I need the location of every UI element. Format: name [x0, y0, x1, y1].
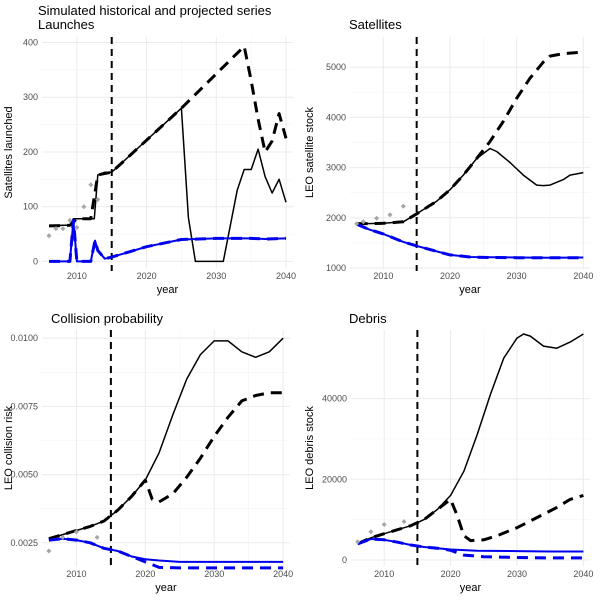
panel-satellites: 2010 2020 2030 2040 1000 2000 3000 4000 5000 Sate…	[304, 17, 593, 296]
series-line-blue-dashed	[48, 537, 284, 570]
x-tick-label: 2040	[276, 271, 296, 281]
y-tick-label: 200	[23, 147, 38, 157]
observed-point	[94, 534, 100, 540]
observed-point	[354, 221, 360, 227]
x-tick-label: 2040	[573, 569, 593, 579]
observed-point	[387, 212, 393, 218]
series-line-black-dashed	[48, 44, 288, 228]
series-line-blue-solid	[48, 537, 284, 563]
y-tick-label: 0.0025	[10, 538, 38, 548]
x-tick-label: 2020	[135, 569, 155, 579]
y-axis-label: LEO satellite stock	[304, 106, 316, 198]
x-tick-label: 2010	[66, 569, 86, 579]
x-tick-label: 2030	[507, 271, 527, 281]
x-tick-label: 2020	[440, 271, 460, 281]
x-tick-label: 2010	[374, 569, 394, 579]
y-tick-label: 300	[23, 92, 38, 102]
x-tick-label: 2010	[67, 271, 87, 281]
observed-point	[60, 534, 66, 540]
y-tick-label: 1000	[326, 263, 346, 273]
observed-point	[53, 226, 59, 232]
observed-point	[368, 529, 374, 535]
y-tick-label: 0.0100	[10, 333, 38, 343]
panel-title: Collision probability	[51, 311, 163, 326]
series-line-blue-dashed	[357, 537, 584, 560]
x-axis-label: year	[460, 582, 482, 594]
series-line-black-dashed	[356, 50, 584, 226]
figure-title: Simulated historical and projected serie…	[38, 3, 272, 18]
observed-point	[46, 548, 52, 554]
panel-title: Launches	[38, 17, 95, 32]
observed-point	[60, 226, 66, 232]
observed-point	[360, 219, 366, 225]
observed-point	[401, 519, 407, 525]
y-tick-label: 4000	[326, 112, 346, 122]
x-axis-label: year	[155, 582, 177, 594]
x-tick-label: 2030	[206, 271, 226, 281]
x-tick-label: 2010	[373, 271, 393, 281]
observed-point	[67, 217, 73, 223]
series-line-black-dashed	[356, 493, 584, 546]
x-tick-label: 2020	[137, 271, 157, 281]
panel-debris: 2010 2020 2030 2040 0 20000 40000 Debris year LEO…	[304, 311, 593, 594]
y-tick-label: 3000	[326, 163, 346, 173]
y-tick-label: 20000	[322, 474, 347, 484]
observed-point	[73, 529, 79, 535]
panel-title: Satellites	[349, 17, 402, 32]
observed-point	[381, 521, 387, 527]
panel-collision: 2010 2020 2030 2040 0.0025 0.0050 0.0075 0.0100…	[3, 311, 293, 594]
series-line-black-solid	[356, 147, 584, 225]
y-tick-label: 0	[33, 256, 38, 266]
series-line-blue-dashed	[356, 222, 584, 260]
y-tick-label: 0.0050	[10, 470, 38, 480]
x-axis-label: year	[459, 284, 481, 296]
observed-point	[88, 182, 94, 188]
x-tick-label: 2040	[573, 271, 593, 281]
observed-point	[355, 539, 361, 545]
y-axis-label: Satellites launched	[3, 106, 15, 198]
y-tick-label: 400	[23, 37, 38, 47]
y-tick-label: 0	[342, 555, 347, 565]
x-tick-label: 2020	[441, 569, 461, 579]
y-tick-label: 100	[23, 202, 38, 212]
x-tick-label: 2040	[273, 569, 293, 579]
x-axis-label: year	[157, 284, 179, 296]
y-tick-label: 5000	[326, 62, 346, 72]
series-line-black-dashed	[48, 391, 284, 541]
observed-point	[400, 203, 406, 209]
observed-point	[46, 233, 52, 239]
observed-point	[81, 204, 87, 210]
y-tick-label: 2000	[326, 213, 346, 223]
series-line-black-solid	[48, 107, 287, 263]
x-tick-label: 2030	[204, 569, 224, 579]
series-line-blue-solid	[356, 223, 584, 259]
y-tick-label: 40000	[322, 394, 347, 404]
panel-title: Debris	[349, 311, 387, 326]
series-line-blue-dashed	[49, 218, 287, 263]
observed-point	[95, 197, 101, 203]
x-tick-label: 2030	[507, 569, 527, 579]
y-axis-label: LEO debris stock	[304, 406, 316, 490]
observed-point	[374, 215, 380, 221]
y-tick-label: 0.0075	[10, 401, 38, 411]
y-axis-label: LEO collision risk	[3, 405, 15, 490]
observed-point	[74, 224, 80, 230]
